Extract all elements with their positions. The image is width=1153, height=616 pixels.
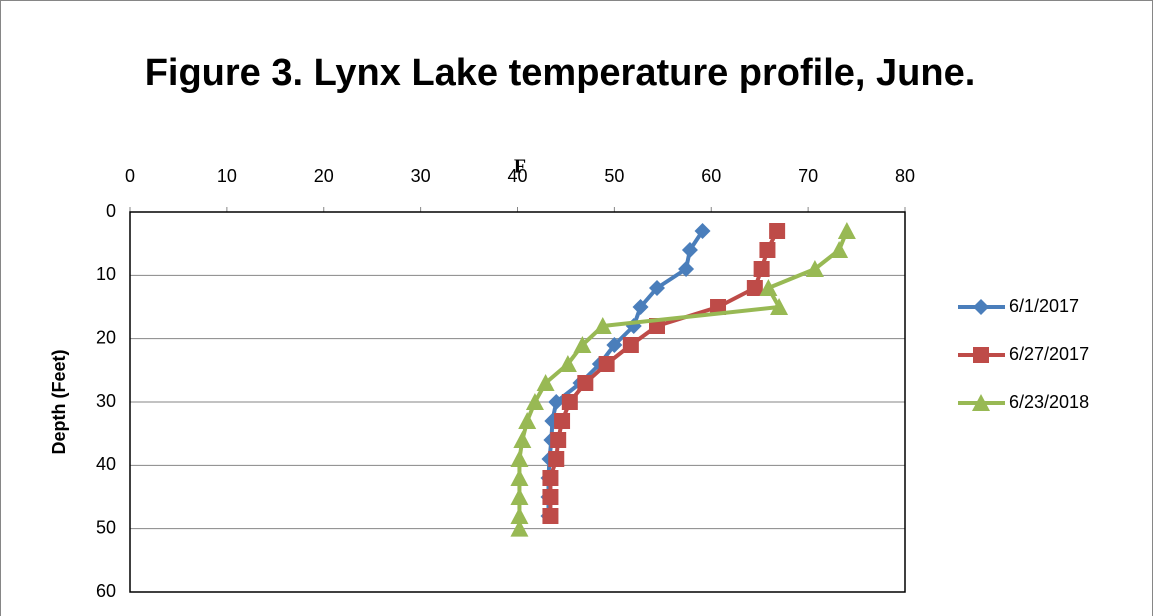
marker	[548, 451, 565, 467]
x-tick-label: 30	[411, 166, 431, 186]
x-tick-label: 50	[604, 166, 624, 186]
x-tick-label: 40	[507, 166, 527, 186]
marker	[746, 280, 763, 296]
legend-label: 6/27/2017	[1009, 344, 1089, 364]
marker	[561, 394, 578, 410]
y-tick-label: 10	[96, 264, 116, 284]
marker	[593, 317, 612, 334]
y-tick-label: 0	[106, 201, 116, 221]
y-tick-label: 30	[96, 391, 116, 411]
marker	[510, 450, 529, 467]
marker	[518, 412, 537, 429]
y-tick-label: 40	[96, 454, 116, 474]
marker	[759, 279, 778, 296]
marker	[622, 337, 639, 353]
chart-title: Figure 3. Lynx Lake temperature profile,…	[145, 52, 976, 94]
marker	[554, 413, 571, 429]
marker	[510, 469, 529, 486]
legend-label: 6/1/2017	[1009, 296, 1079, 316]
marker	[542, 470, 559, 486]
marker	[632, 299, 649, 315]
marker	[606, 337, 623, 353]
marker	[678, 261, 695, 277]
x-tick-label: 80	[895, 166, 915, 186]
marker	[830, 241, 849, 258]
x-tick-label: 60	[701, 166, 721, 186]
series-line	[546, 229, 705, 516]
y-tick-label: 20	[96, 327, 116, 347]
marker	[753, 261, 770, 277]
marker	[710, 299, 727, 315]
marker	[837, 222, 856, 239]
series-line	[548, 230, 779, 516]
y-axis-title: Depth (Feet)	[49, 350, 69, 455]
marker	[694, 223, 711, 239]
marker	[805, 260, 824, 277]
marker	[681, 242, 698, 258]
marker	[513, 431, 532, 448]
x-axis-title: F	[514, 156, 526, 178]
marker	[548, 394, 565, 410]
legend-label: 6/23/2018	[1009, 392, 1089, 412]
x-tick-label: 20	[314, 166, 334, 186]
marker	[510, 519, 529, 537]
marker	[759, 242, 776, 258]
marker	[510, 507, 529, 524]
marker	[598, 356, 615, 372]
marker	[536, 374, 555, 391]
x-tick-label: 0	[125, 166, 135, 186]
marker	[542, 508, 559, 524]
plot-area	[129, 211, 906, 593]
marker	[770, 298, 789, 315]
marker	[973, 347, 989, 363]
marker	[558, 355, 577, 372]
marker	[577, 375, 594, 391]
marker	[525, 393, 544, 410]
marker	[542, 489, 559, 505]
marker	[649, 280, 665, 296]
y-tick-label: 60	[96, 581, 116, 601]
marker	[973, 299, 989, 315]
x-tick-label: 10	[217, 166, 237, 186]
y-tick-label: 50	[96, 517, 116, 537]
marker	[972, 394, 990, 411]
marker	[550, 432, 567, 448]
marker	[510, 488, 529, 505]
x-tick-label: 70	[798, 166, 818, 186]
marker	[769, 223, 786, 239]
marker	[573, 336, 592, 353]
